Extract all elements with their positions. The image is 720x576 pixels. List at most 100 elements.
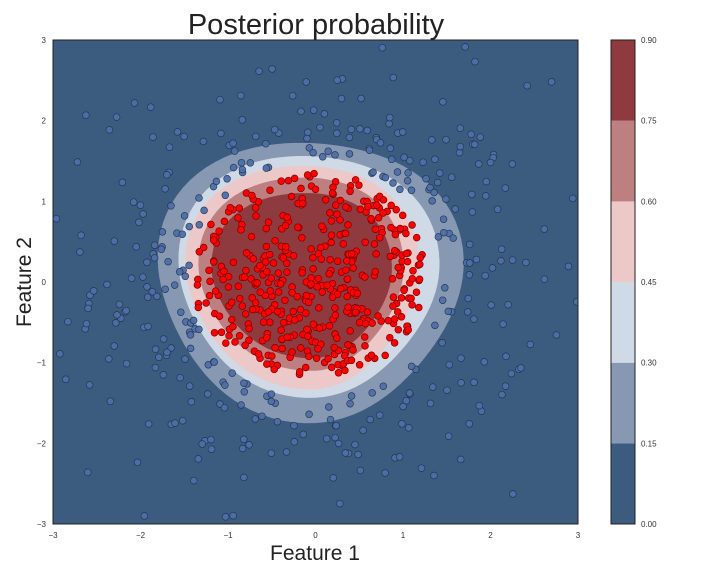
outer-data-point — [164, 257, 172, 266]
outer-data-point — [237, 91, 245, 100]
colorbar-tick-label: 0.00 — [641, 520, 657, 529]
inner-data-point — [278, 344, 286, 353]
inner-data-point — [277, 326, 285, 334]
outer-data-point — [337, 94, 346, 103]
inner-data-point — [315, 324, 324, 332]
outer-data-point — [470, 140, 479, 149]
inner-data-point — [202, 299, 210, 307]
outer-data-point — [181, 272, 190, 281]
inner-data-point — [415, 303, 423, 312]
inner-data-point — [309, 265, 317, 273]
inner-data-point — [291, 316, 299, 324]
outer-data-point — [475, 160, 483, 168]
inner-data-point — [210, 328, 219, 337]
x-tick-label: 2 — [488, 531, 493, 540]
outer-data-point — [290, 421, 298, 430]
inner-data-point — [205, 266, 213, 275]
outer-data-point — [366, 415, 374, 424]
inner-data-point — [387, 223, 395, 232]
x-tick-label: 0 — [313, 531, 318, 540]
inner-data-point — [331, 311, 340, 320]
outer-data-point — [428, 136, 436, 144]
inner-data-point — [304, 332, 312, 341]
outer-data-point — [552, 331, 561, 339]
inner-data-point — [242, 266, 250, 275]
inner-data-point — [397, 294, 406, 302]
inner-data-point — [355, 318, 364, 327]
inner-data-point — [296, 305, 305, 314]
inner-data-point — [351, 308, 360, 317]
outer-data-point — [170, 281, 179, 289]
inner-data-point — [328, 189, 337, 197]
inner-data-point — [310, 169, 318, 178]
outer-data-point — [320, 110, 329, 118]
inner-data-point — [283, 333, 291, 341]
outer-data-point — [345, 150, 354, 158]
inner-data-point — [224, 283, 233, 291]
outer-data-point — [200, 206, 208, 215]
outer-data-point — [522, 258, 530, 267]
outer-data-point — [318, 153, 327, 161]
outer-data-point — [175, 268, 184, 276]
outer-data-point — [443, 386, 451, 394]
outer-data-point — [143, 283, 151, 291]
inner-data-point — [379, 196, 388, 204]
outer-data-point — [381, 469, 389, 477]
inner-data-point — [227, 298, 236, 307]
outer-data-point — [442, 135, 450, 144]
outer-data-point — [167, 202, 175, 210]
outer-data-point — [482, 177, 491, 186]
outer-data-point — [347, 125, 356, 134]
outer-data-point — [332, 421, 340, 430]
inner-data-point — [298, 269, 306, 277]
inner-data-point — [303, 325, 311, 334]
outer-data-point — [143, 258, 151, 267]
outer-data-point — [445, 360, 454, 369]
inner-data-point — [346, 187, 354, 196]
outer-data-point — [139, 273, 147, 281]
inner-data-point — [361, 319, 370, 328]
outer-data-point — [290, 438, 299, 446]
outer-data-point — [456, 142, 465, 151]
inner-data-point — [355, 361, 364, 369]
outer-data-point — [375, 411, 384, 419]
outer-data-point — [181, 355, 189, 363]
outer-data-point — [190, 476, 198, 485]
inner-data-point — [309, 320, 318, 328]
outer-data-point — [144, 420, 153, 428]
outer-data-point — [508, 160, 517, 168]
outer-data-point — [194, 455, 203, 463]
inner-data-point — [288, 348, 296, 356]
inner-points-series — [193, 169, 426, 379]
inner-data-point — [379, 209, 387, 217]
outer-data-point — [106, 397, 115, 406]
inner-data-point — [327, 363, 336, 372]
inner-data-point — [264, 308, 273, 316]
outer-data-point — [177, 308, 185, 316]
outer-data-point — [386, 113, 394, 122]
outer-data-point — [103, 280, 111, 289]
outer-data-point — [171, 419, 179, 427]
colorbar-frame — [610, 39, 636, 525]
inner-data-point — [318, 222, 326, 230]
outer-data-point — [465, 271, 474, 279]
inner-data-point — [315, 304, 323, 312]
y-tick-label: −3 — [37, 520, 47, 529]
inner-data-point — [238, 302, 247, 310]
inner-data-point — [254, 350, 263, 358]
outer-data-point — [493, 205, 502, 214]
inner-data-point — [263, 268, 271, 276]
inner-data-point — [304, 298, 313, 307]
outer-data-point — [252, 132, 260, 141]
inner-data-point — [361, 238, 369, 247]
inner-data-point — [412, 233, 421, 242]
y-tick-label: 3 — [42, 36, 47, 45]
inner-data-point — [301, 363, 310, 372]
outer-data-point — [173, 128, 182, 136]
inner-data-point — [268, 352, 276, 360]
outer-data-point — [333, 76, 341, 84]
outer-data-point — [547, 78, 556, 86]
outer-data-point — [444, 432, 453, 440]
outer-data-point — [322, 434, 331, 443]
inner-data-point — [341, 366, 349, 375]
